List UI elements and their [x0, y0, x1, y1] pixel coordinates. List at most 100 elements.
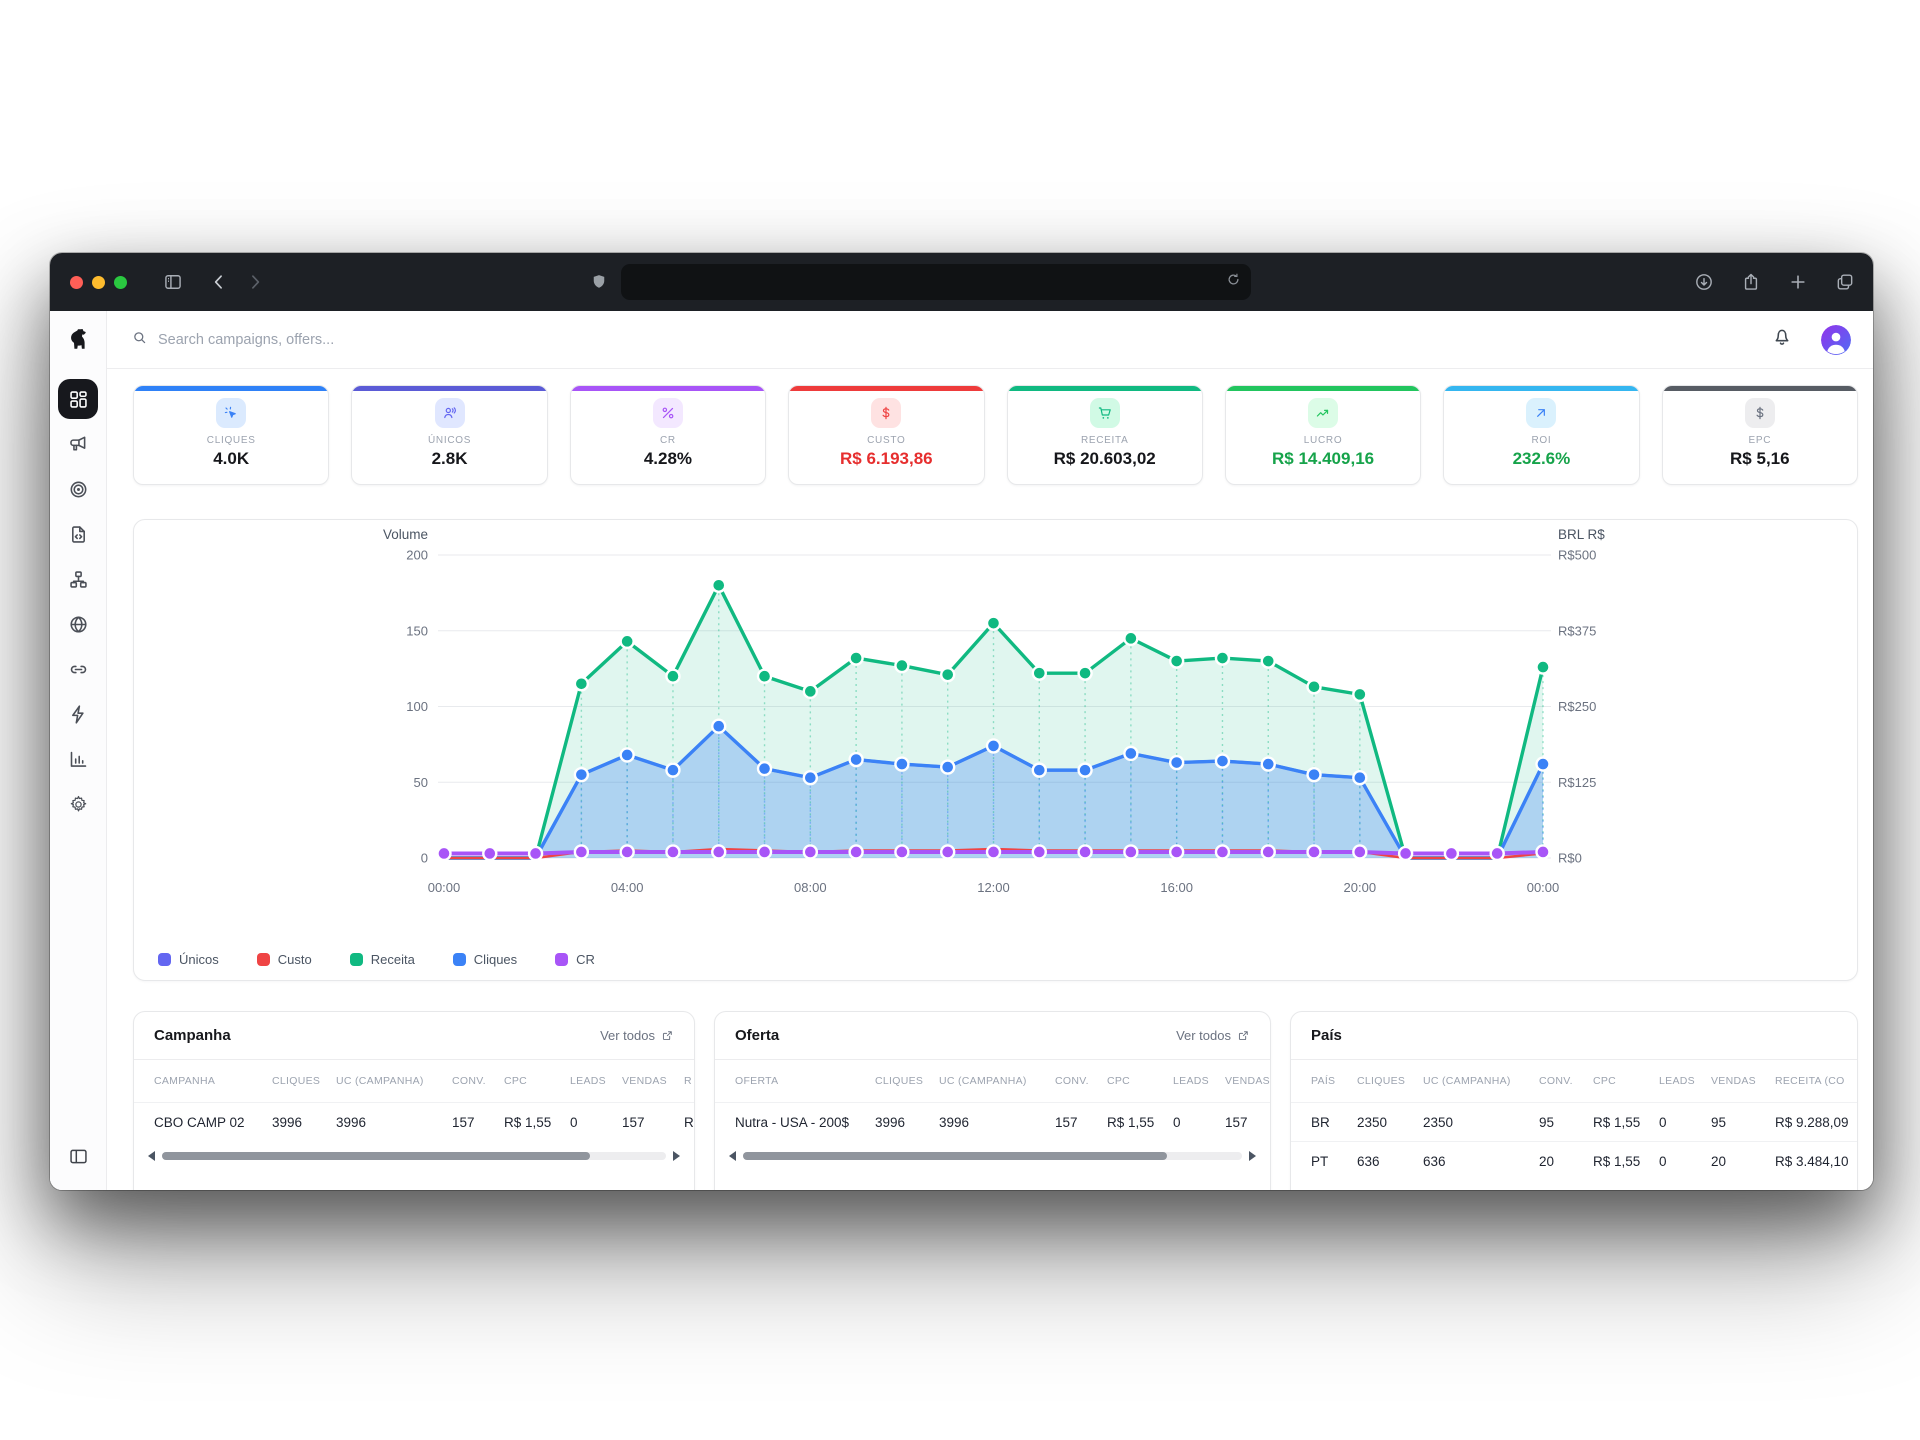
browser-titlebar — [50, 253, 1873, 311]
users-icon — [434, 398, 465, 428]
column-header: OFERTA — [735, 1075, 779, 1087]
table-cell: 95 — [1539, 1114, 1555, 1130]
tab-overview-icon[interactable] — [1835, 272, 1855, 292]
svg-text:50: 50 — [414, 775, 428, 790]
gear-icon — [68, 794, 89, 815]
user-avatar[interactable] — [1821, 324, 1851, 355]
legend-item-custo[interactable]: Custo — [256, 952, 312, 967]
kpi-label: RECEITA — [1080, 435, 1129, 446]
ver-todos-label: Ver todos — [600, 1028, 655, 1043]
forward-icon[interactable] — [245, 272, 265, 292]
ver-todos-link[interactable]: Ver todos — [1176, 1028, 1250, 1043]
cursor-click-icon — [216, 398, 247, 428]
privacy-shield-icon[interactable] — [590, 272, 608, 292]
scrollbar-thumb[interactable] — [743, 1152, 1168, 1160]
table-cell: 3996 — [272, 1114, 303, 1130]
table-cell: PT — [1311, 1153, 1329, 1169]
table-row: BR 2350 2350 95 R$ 1,55 0 95 R$ 9.288,09 — [1291, 1102, 1857, 1141]
sidebar-item-campaigns[interactable] — [58, 424, 98, 464]
traffic-chart: 0 R$0 50 R$125 100 R$250 150 R$375 200 R$500 Volum… — [383, 527, 1605, 895]
sidebar-item-domains[interactable] — [58, 604, 98, 644]
sidebar-item-automation[interactable] — [58, 694, 98, 734]
kpi-accent-strip — [570, 386, 766, 391]
scrollbar-track[interactable] — [162, 1152, 666, 1160]
kpi-label: LUCRO — [1303, 435, 1343, 446]
table-cell: R$ 1,55 — [504, 1114, 552, 1130]
scrollbar-track[interactable] — [743, 1152, 1242, 1160]
svg-text:00:00: 00:00 — [428, 880, 461, 895]
percent-icon — [652, 398, 683, 428]
trending-up-icon — [1308, 398, 1339, 428]
legend-item-únicos[interactable]: Únicos — [158, 952, 219, 967]
scroll-left-arrow[interactable] — [729, 1151, 736, 1161]
column-header: CPC — [1107, 1075, 1131, 1087]
sidebar-item-settings[interactable] — [58, 784, 98, 824]
column-header: CAMPANHA — [154, 1075, 216, 1087]
minimize-window-button[interactable] — [92, 275, 105, 289]
sidebar-toggle-icon[interactable] — [163, 272, 183, 292]
new-tab-icon[interactable] — [1788, 272, 1808, 292]
file-code-icon — [68, 524, 89, 545]
dollar-icon — [871, 398, 902, 428]
legend-item-cliques[interactable]: Cliques — [452, 952, 518, 967]
table-cell: 3996 — [336, 1114, 367, 1130]
legend-item-receita[interactable]: Receita — [349, 952, 415, 967]
close-window-button[interactable] — [70, 275, 83, 289]
table-header-row: CAMPANHA CLIQUES UC (CAMPANHA) CONV. CPC LEAD… — [134, 1060, 694, 1102]
sidebar-item-flows[interactable] — [58, 559, 98, 599]
kpi-value: R$ 14.409,16 — [1272, 449, 1375, 468]
table-cell: CBO CAMP 02 — [154, 1114, 245, 1130]
main-area: CLIQUES 4.0K ÚNICOS 2.8K CR 4.28% CUSTO R$ 6.19… — [107, 311, 1873, 1190]
scrollbar-thumb[interactable] — [162, 1152, 591, 1160]
svg-text:20:00: 20:00 — [1344, 880, 1377, 895]
scroll-right-arrow[interactable] — [1249, 1151, 1256, 1161]
scroll-right-arrow[interactable] — [673, 1151, 680, 1161]
legend-color-chip — [452, 953, 466, 966]
megaphone-icon — [68, 434, 89, 455]
collapse-panel-icon[interactable] — [58, 1136, 98, 1176]
horizontal-scrollbar[interactable] — [729, 1149, 1256, 1163]
sidebar-item-links[interactable] — [58, 649, 98, 689]
horizontal-scrollbar[interactable] — [148, 1149, 680, 1163]
url-bar[interactable] — [621, 264, 1251, 300]
legend-label: Custo — [277, 952, 312, 967]
kpi-value: R$ 20.603,02 — [1053, 449, 1156, 468]
svg-text:12:00: 12:00 — [977, 880, 1010, 895]
zoom-window-button[interactable] — [114, 275, 127, 289]
dashboard-body: CLIQUES 4.0K ÚNICOS 2.8K CR 4.28% CUSTO R$ 6.19… — [107, 369, 1873, 1190]
table-cell: 2350 — [1423, 1114, 1454, 1130]
table-cell: R$ 9.288,09 — [1775, 1114, 1849, 1130]
table-row: Nutra - USA - 200$ 3996 3996 157 R$ 1,55 0 157 — [715, 1102, 1270, 1141]
svg-text:BRL R$: BRL R$ — [1558, 527, 1605, 542]
back-icon[interactable] — [209, 272, 229, 292]
sidebar-item-offers[interactable] — [58, 469, 98, 509]
app-sidebar — [50, 311, 107, 1190]
column-header: UC (CAMPANHA) — [336, 1075, 424, 1087]
table-card-campanha: Campanha Ver todos CAMPANHA CLIQUES UC (CAMP… — [133, 1011, 695, 1190]
column-header: LEADS — [1659, 1075, 1695, 1087]
table-cell: 636 — [1357, 1153, 1380, 1169]
sidebar-item-landers[interactable] — [58, 514, 98, 554]
legend-label: Cliques — [473, 952, 518, 967]
scroll-left-arrow[interactable] — [148, 1151, 155, 1161]
reload-icon[interactable] — [1226, 272, 1241, 292]
link-icon — [68, 659, 89, 680]
table-cell: 636 — [1423, 1153, 1446, 1169]
notifications-bell-icon[interactable] — [1771, 326, 1793, 353]
column-header: CPC — [1593, 1075, 1617, 1087]
ver-todos-link[interactable]: Ver todos — [600, 1028, 674, 1043]
kpi-label: ÚNICOS — [428, 435, 472, 446]
search-input[interactable] — [158, 331, 1761, 348]
search-icon — [131, 329, 148, 351]
traffic-lights — [70, 275, 127, 289]
column-header: VENDAS — [622, 1075, 667, 1087]
sidebar-item-reports[interactable] — [58, 739, 98, 779]
downloads-icon[interactable] — [1694, 272, 1714, 292]
target-icon — [68, 479, 89, 500]
table-title: País — [1311, 1027, 1342, 1044]
sidebar-item-dashboard[interactable] — [58, 379, 98, 419]
share-icon[interactable] — [1741, 272, 1761, 292]
legend-item-cr[interactable]: CR — [555, 952, 595, 967]
column-header: CPC — [504, 1075, 528, 1087]
grid-icon — [68, 389, 89, 410]
